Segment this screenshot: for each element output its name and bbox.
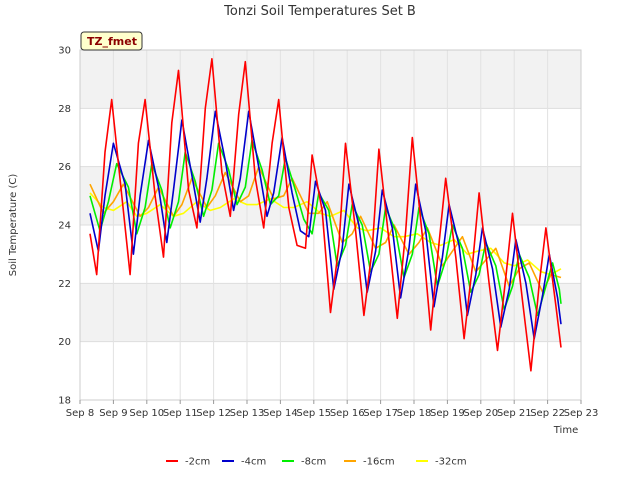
x-tick-label: Sep 16 [330, 408, 365, 419]
legend-item: -16cm [344, 457, 395, 468]
plot-frame [79, 49, 582, 401]
x-tick-label: Sep 20 [463, 408, 498, 419]
x-tick-label: Sep 15 [296, 408, 331, 419]
x-tick-label: Sep 10 [129, 408, 164, 419]
x-tick-label: Sep 14 [263, 408, 298, 419]
legend: -2cm -4cm -8cm -16cm -32cm [166, 457, 467, 468]
badge-box [80, 31, 143, 51]
legend-label: -16cm [363, 457, 395, 468]
y-tick-label: 18 [58, 396, 71, 407]
x-tick-label: Sep 17 [363, 408, 398, 419]
legend-item: -4cm [222, 457, 266, 468]
series-line-minus-8cm [89, 139, 562, 317]
plot-band [80, 50, 581, 109]
chart-title: Tonzi Soil Temperatures Set B [223, 4, 416, 19]
x-tick-label: Sep 23 [564, 408, 599, 419]
legend-item: -32cm [416, 457, 467, 468]
y-tick-label: 22 [58, 279, 71, 290]
x-tick-label: Sep 8 [66, 408, 94, 419]
series-line-minus-4cm [89, 110, 562, 340]
badge-label: TZ_fmet [87, 35, 137, 48]
y-axis-label: Soil Temperature (C) [8, 174, 19, 277]
legend-label: -32cm [435, 457, 467, 468]
x-tick-label: Sep 18 [397, 408, 432, 419]
legend-label: -8cm [301, 457, 326, 468]
x-tick-label: Sep 11 [163, 408, 198, 419]
y-tick-label: 20 [58, 337, 71, 348]
x-axis-label: Time [553, 425, 578, 436]
series-line-minus-2cm [89, 57, 562, 372]
y-tick-label: 30 [58, 46, 71, 57]
y-tick-label: 28 [58, 104, 71, 115]
x-tick-label: Sep 12 [196, 408, 231, 419]
y-tick-label: 24 [58, 221, 71, 232]
x-tick-label: Sep 22 [530, 408, 565, 419]
legend-label: -4cm [241, 457, 266, 468]
legend-item: -2cm [166, 457, 210, 468]
legend-label: -2cm [185, 457, 210, 468]
x-tick-label: Sep 13 [230, 408, 265, 419]
badge: TZ_fmet [80, 31, 143, 51]
x-tick-label: Sep 9 [99, 408, 127, 419]
y-tick-label: 26 [58, 162, 71, 173]
legend-item: -8cm [282, 457, 326, 468]
x-tick-label: Sep 19 [430, 408, 465, 419]
x-tick-label: Sep 21 [497, 408, 532, 419]
series-layer [89, 57, 562, 372]
